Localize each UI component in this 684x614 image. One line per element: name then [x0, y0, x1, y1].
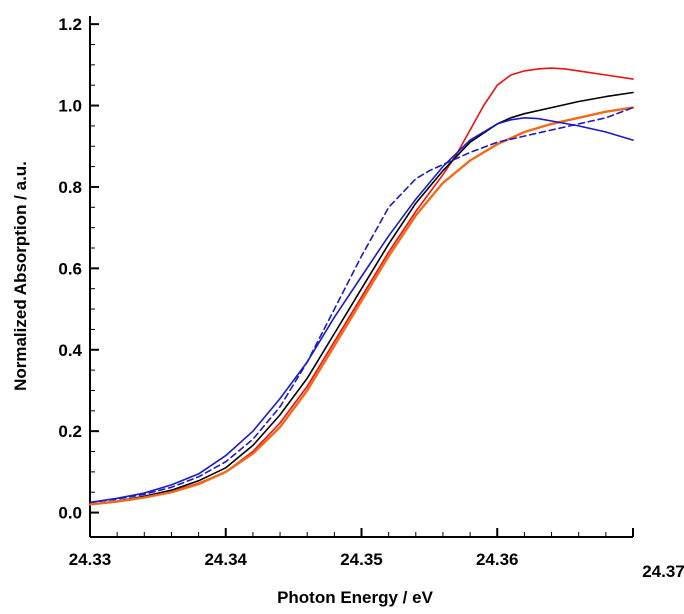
y-tick-label: 1.0: [58, 97, 82, 116]
y-tick-label: 1.2: [58, 15, 82, 34]
series-line-1: [89, 67, 634, 506]
x-tick-label: 24.34: [204, 550, 247, 569]
series-line-5: [89, 106, 634, 504]
x-tick-label: 24.35: [340, 550, 383, 569]
y-tick-label: 0.4: [58, 341, 82, 360]
series-line-3: [88, 106, 635, 506]
y-tick-label: 0.0: [58, 504, 82, 523]
series-line-2: [89, 91, 634, 506]
y-axis-ticks: 0.0 0.2 0.4 0.6 0.8 1.0 1.2: [58, 15, 99, 523]
x-axis-ticks: 24.33 24.34 24.35 24.36 24.37x103: [69, 528, 684, 581]
y-tick-label: 0.6: [58, 259, 82, 278]
y-tick-label: 0.8: [58, 178, 82, 197]
series-layer: [88, 67, 635, 506]
y-axis-label: Normalized Absorption / a.u.: [11, 161, 30, 391]
x-tick-label: 24.37x103: [642, 558, 684, 581]
x-tick-label: 24.36: [476, 550, 519, 569]
y-tick-label: 0.2: [58, 422, 82, 441]
x-tick-label: 24.33: [69, 550, 112, 569]
series-line-4: [89, 117, 634, 504]
x-axis-label: Photon Energy / eV: [277, 588, 434, 607]
